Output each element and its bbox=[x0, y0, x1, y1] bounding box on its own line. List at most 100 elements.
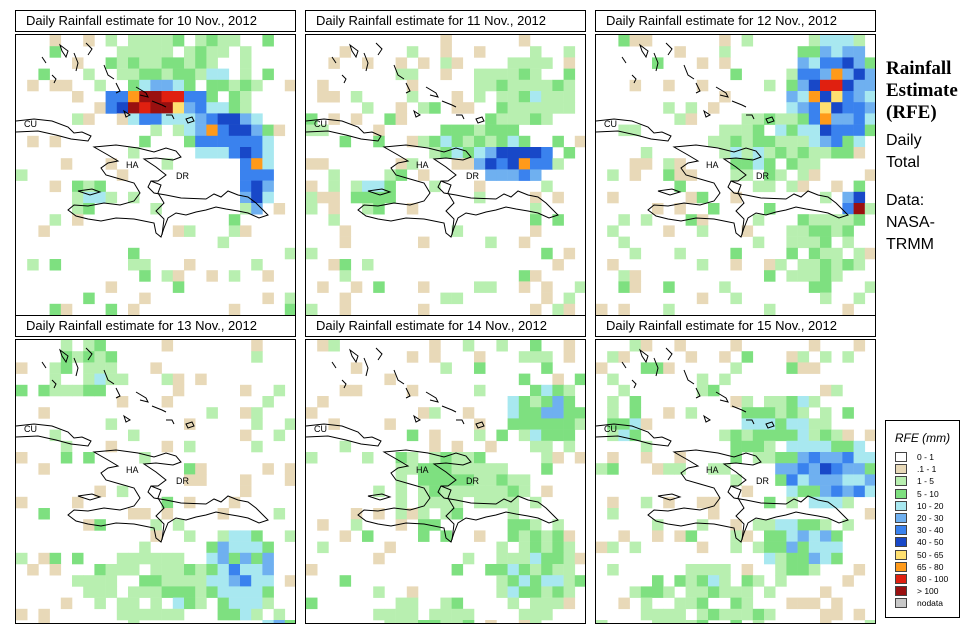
rain-cell bbox=[696, 384, 709, 397]
rain-cell bbox=[752, 214, 765, 226]
rain-cell bbox=[786, 362, 798, 374]
rain-cell bbox=[240, 91, 252, 103]
rain-cell bbox=[116, 169, 129, 181]
rain-cell bbox=[105, 418, 118, 430]
rain-cell bbox=[105, 564, 118, 576]
rain-cell bbox=[808, 46, 821, 58]
rain-cell bbox=[842, 102, 854, 114]
legend-label: 20 - 30 bbox=[917, 513, 944, 523]
rain-cell bbox=[574, 373, 585, 386]
rain-cell bbox=[797, 158, 810, 170]
gonave-island-outline bbox=[367, 188, 392, 196]
rain-cell bbox=[820, 418, 832, 430]
rain-cell bbox=[752, 519, 765, 531]
rain-cell bbox=[384, 373, 396, 386]
rain-cell bbox=[518, 429, 531, 442]
rain-cell bbox=[262, 597, 274, 610]
rain-cell bbox=[496, 158, 508, 170]
rain-cell bbox=[116, 102, 129, 114]
rain-cell bbox=[797, 519, 810, 531]
rain-cell bbox=[752, 147, 765, 159]
bahamas-island-outline bbox=[59, 348, 69, 364]
rain-cell bbox=[474, 46, 486, 58]
rain-cell bbox=[842, 519, 854, 531]
rain-cell bbox=[217, 530, 230, 542]
rain-cell bbox=[775, 552, 787, 565]
rain-cell bbox=[262, 541, 274, 554]
rain-cell bbox=[328, 57, 340, 69]
rain-cell bbox=[451, 608, 464, 621]
rain-cell bbox=[786, 440, 798, 453]
rain-cell bbox=[775, 452, 787, 464]
rain-cell bbox=[462, 620, 475, 623]
rain-cell bbox=[474, 158, 486, 170]
rain-cell bbox=[83, 519, 95, 531]
rain-cell bbox=[317, 396, 329, 408]
rain-cell bbox=[541, 552, 553, 565]
rain-cell bbox=[786, 552, 798, 565]
rain-cell bbox=[474, 474, 486, 486]
legend-swatch bbox=[895, 574, 907, 584]
rain-cell bbox=[206, 407, 218, 419]
rain-cell bbox=[228, 541, 241, 554]
legend-swatch bbox=[895, 598, 907, 609]
rain-cell bbox=[251, 191, 263, 204]
rain-cell bbox=[696, 575, 709, 587]
rain-cell bbox=[139, 135, 151, 148]
bahamas-island-outline bbox=[475, 421, 485, 429]
rain-cell bbox=[161, 608, 174, 621]
rain-cell bbox=[161, 79, 174, 92]
rain-cell bbox=[240, 180, 252, 193]
rain-cell bbox=[808, 396, 821, 408]
rain-cell bbox=[496, 169, 508, 181]
rain-cell bbox=[808, 281, 821, 293]
rain-cell bbox=[451, 485, 464, 498]
rain-cell bbox=[172, 281, 185, 293]
bahamas-island-outline bbox=[73, 357, 79, 377]
rain-cell bbox=[395, 68, 408, 81]
rain-cell bbox=[696, 586, 709, 598]
rain-cell bbox=[485, 281, 497, 293]
rain-cell bbox=[719, 564, 731, 576]
rain-cell bbox=[251, 530, 263, 542]
dominican-republic-label: DR bbox=[466, 171, 479, 181]
rain-cell bbox=[507, 158, 520, 170]
rain-cell bbox=[262, 292, 274, 305]
rain-cell bbox=[228, 113, 241, 125]
rain-cell bbox=[105, 158, 118, 170]
rain-cell bbox=[530, 608, 542, 621]
rain-cell bbox=[618, 124, 630, 137]
rain-cell bbox=[406, 597, 419, 610]
rain-cell bbox=[429, 496, 441, 509]
rain-cell bbox=[552, 102, 564, 114]
rain-cell bbox=[752, 575, 765, 587]
rain-cell bbox=[730, 135, 742, 148]
rain-cell bbox=[831, 474, 843, 486]
rain-cell bbox=[172, 597, 185, 610]
rain-cell bbox=[696, 519, 709, 531]
rain-cell bbox=[105, 281, 118, 293]
rain-cell bbox=[518, 135, 531, 148]
rain-cell bbox=[150, 91, 162, 103]
rain-cell bbox=[362, 530, 374, 542]
rain-cell bbox=[831, 180, 843, 193]
rain-cell bbox=[864, 429, 875, 442]
rain-cell bbox=[49, 303, 62, 316]
bahamas-island-outline bbox=[441, 100, 457, 108]
bahamas-island-outline bbox=[715, 86, 729, 98]
rain-cell bbox=[206, 586, 218, 598]
rain-cell bbox=[507, 496, 520, 509]
rain-cell bbox=[842, 147, 854, 159]
rain-cell bbox=[496, 91, 508, 103]
cuba-label: CU bbox=[24, 119, 37, 129]
rain-cell bbox=[284, 474, 295, 486]
rain-cell bbox=[251, 180, 263, 193]
rain-cell bbox=[262, 169, 274, 181]
rain-cell bbox=[674, 180, 686, 193]
rain-cell bbox=[842, 225, 854, 237]
rain-cell bbox=[128, 303, 140, 316]
rain-cell bbox=[262, 270, 274, 282]
rain-cell bbox=[596, 303, 608, 316]
rain-cell bbox=[195, 57, 207, 69]
rain-cell bbox=[195, 35, 207, 47]
